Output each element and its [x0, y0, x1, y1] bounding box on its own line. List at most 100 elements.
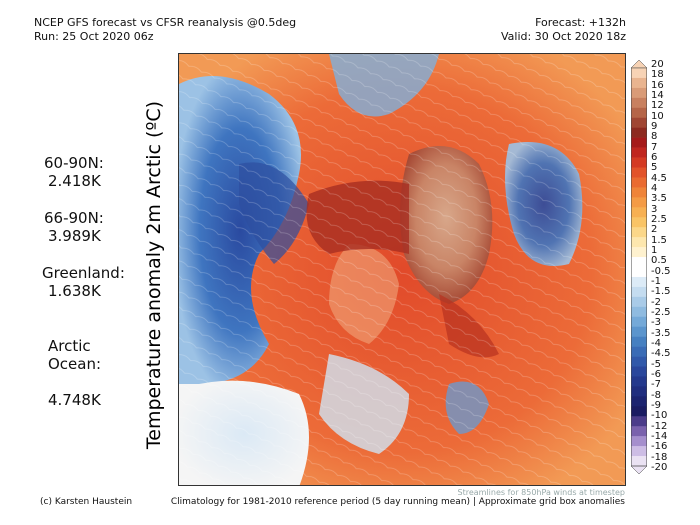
- colorbar-swatch: [631, 247, 647, 258]
- colorbar-swatch: [631, 267, 647, 278]
- colorbar-tick-label: 5: [651, 162, 658, 174]
- stat-label: 66-90N:: [44, 209, 104, 227]
- colorbar-tick-label: -4: [651, 338, 661, 349]
- colorbar-swatch: [631, 107, 647, 119]
- colorbar-swatch: [631, 416, 647, 427]
- colorbar-tick-label: 3.5: [651, 193, 667, 205]
- colorbar-tick-label: 7: [651, 141, 658, 153]
- colorbar-swatch: [631, 207, 647, 218]
- colorbar-swatch: [631, 436, 647, 447]
- colorbar-frame: [631, 67, 647, 467]
- colorbar-swatch: [631, 227, 647, 238]
- colorbar-tick-label: 4: [651, 183, 658, 194]
- stat-60-90n: 60-90N: 2.418K: [44, 154, 104, 190]
- stat-value: 1.638K: [48, 282, 101, 300]
- colorbar-tick-label: 16: [651, 79, 664, 91]
- stat-value: 2.418K: [48, 172, 101, 190]
- colorbar-tick-label: 2.5: [651, 214, 667, 225]
- colorbar-swatch: [631, 87, 647, 99]
- colorbar-swatch: [631, 386, 647, 397]
- colorbar-tick-label: 4.5: [651, 172, 667, 184]
- stat-66-90n: 66-90N: 3.989K: [44, 209, 104, 245]
- colorbar-tick-label: -3.5: [651, 327, 671, 339]
- colorbar-tick-label: -16: [651, 441, 668, 453]
- colorbar-swatch: [631, 137, 647, 148]
- colorbar-tick-label: -20: [651, 462, 668, 473]
- colorbar-tick-label: 12: [651, 100, 664, 112]
- colorbar-tick-label: 2: [651, 224, 658, 236]
- colorbar-swatch: [631, 326, 647, 337]
- colorbar-tick-label: -4.5: [651, 348, 671, 360]
- colorbar-swatch: [631, 396, 647, 407]
- stat-value: 3.989K: [48, 227, 101, 245]
- colorbar-swatch: [631, 366, 647, 377]
- colorbar-tick-label: -10: [651, 410, 668, 422]
- colorbar-tick-label: -14: [651, 431, 668, 442]
- colorbar-tick-label: -0.5: [651, 265, 671, 277]
- colorbar: [631, 60, 647, 474]
- colorbar-swatch: [631, 316, 647, 327]
- colorbar-tick-label: 3: [651, 203, 658, 215]
- colorbar-swatch: [631, 237, 647, 248]
- colorbar-swatch: [631, 376, 647, 387]
- colorbar-tick-label: 14: [651, 90, 664, 101]
- colorbar-tick-label: 8: [651, 131, 658, 143]
- colorbar-swatch: [631, 356, 647, 367]
- header-right: Forecast: +132h Valid: 30 Oct 2020 18z: [501, 16, 626, 44]
- colorbar-tick-label: 18: [651, 69, 664, 81]
- colorbar-tick-label: -12: [651, 420, 668, 432]
- anomaly-map-graphic: [179, 54, 625, 485]
- colorbar-swatch: [631, 456, 647, 467]
- colorbar-swatch: [631, 446, 647, 457]
- colorbar-swatch: [631, 197, 647, 208]
- colorbar-swatch: [631, 426, 647, 437]
- y-axis-label: Temperature anomaly 2m Arctic (ºC): [143, 100, 165, 450]
- colorbar-bottom-arrow: [631, 465, 647, 474]
- colorbar-swatch: [631, 406, 647, 417]
- colorbar-tick-label: 1: [651, 245, 658, 256]
- colorbar-swatch: [631, 336, 647, 347]
- colorbar-tick-label: -8: [651, 389, 661, 401]
- colorbar-tick-label: -5: [651, 358, 661, 370]
- colorbar-tick-label: -2: [651, 296, 661, 308]
- anomaly-map: [178, 53, 626, 486]
- stat-greenland: Greenland: 1.638K: [42, 264, 125, 300]
- colorbar-swatch: [631, 296, 647, 308]
- credit: (c) Karsten Haustein: [40, 497, 133, 507]
- colorbar-swatch: [631, 68, 647, 79]
- colorbar-swatch: [631, 97, 647, 109]
- stat-label: 60-90N:: [44, 154, 104, 172]
- stat-arctic-ocean: Arctic Ocean: 4.748K: [48, 319, 101, 427]
- colorbar-swatch: [631, 286, 647, 298]
- colorbar-tick-label: 6: [651, 152, 658, 163]
- colorbar-swatch: [631, 167, 647, 178]
- colorbar-swatch: [631, 127, 647, 138]
- colorbar-tick-label: -18: [651, 451, 668, 463]
- colorbar-tick-label: -1: [651, 276, 661, 287]
- streamlines-note: Streamlines for 850hPa winds at timestep: [457, 488, 625, 497]
- stat-value: 4.748K: [48, 391, 101, 409]
- colorbar-swatch: [631, 306, 647, 318]
- header-left: NCEP GFS forecast vs CFSR reanalysis @0.…: [34, 16, 296, 44]
- colorbar-swatch: [631, 346, 647, 357]
- colorbar-tick-label: -9: [651, 400, 661, 411]
- valid-time: Valid: 30 Oct 2020 18z: [501, 30, 626, 43]
- stat-label: Greenland:: [42, 264, 125, 282]
- colorbar-swatch: [631, 117, 647, 128]
- run-time: Run: 25 Oct 2020 06z: [34, 30, 154, 43]
- colorbar-tick-label: -7: [651, 379, 661, 391]
- colorbar-swatch: [631, 147, 647, 158]
- colorbar-tick-label: 20: [651, 59, 664, 70]
- colorbar-swatch: [631, 257, 647, 268]
- colorbar-swatch: [631, 157, 647, 168]
- colorbar-tick-label: 9: [651, 121, 658, 132]
- colorbar-swatch: [631, 187, 647, 198]
- colorbar-tick-label: 10: [651, 110, 664, 122]
- climatology-note: Climatology for 1981-2010 reference peri…: [170, 497, 625, 507]
- colorbar-top-arrow: [631, 60, 647, 69]
- colorbar-swatch: [631, 177, 647, 188]
- forecast-hour: Forecast: +132h: [535, 16, 626, 29]
- stat-label: Arctic Ocean:: [48, 337, 102, 373]
- colorbar-tick-label: -6: [651, 369, 661, 380]
- colorbar-tick-label: -2.5: [651, 307, 671, 318]
